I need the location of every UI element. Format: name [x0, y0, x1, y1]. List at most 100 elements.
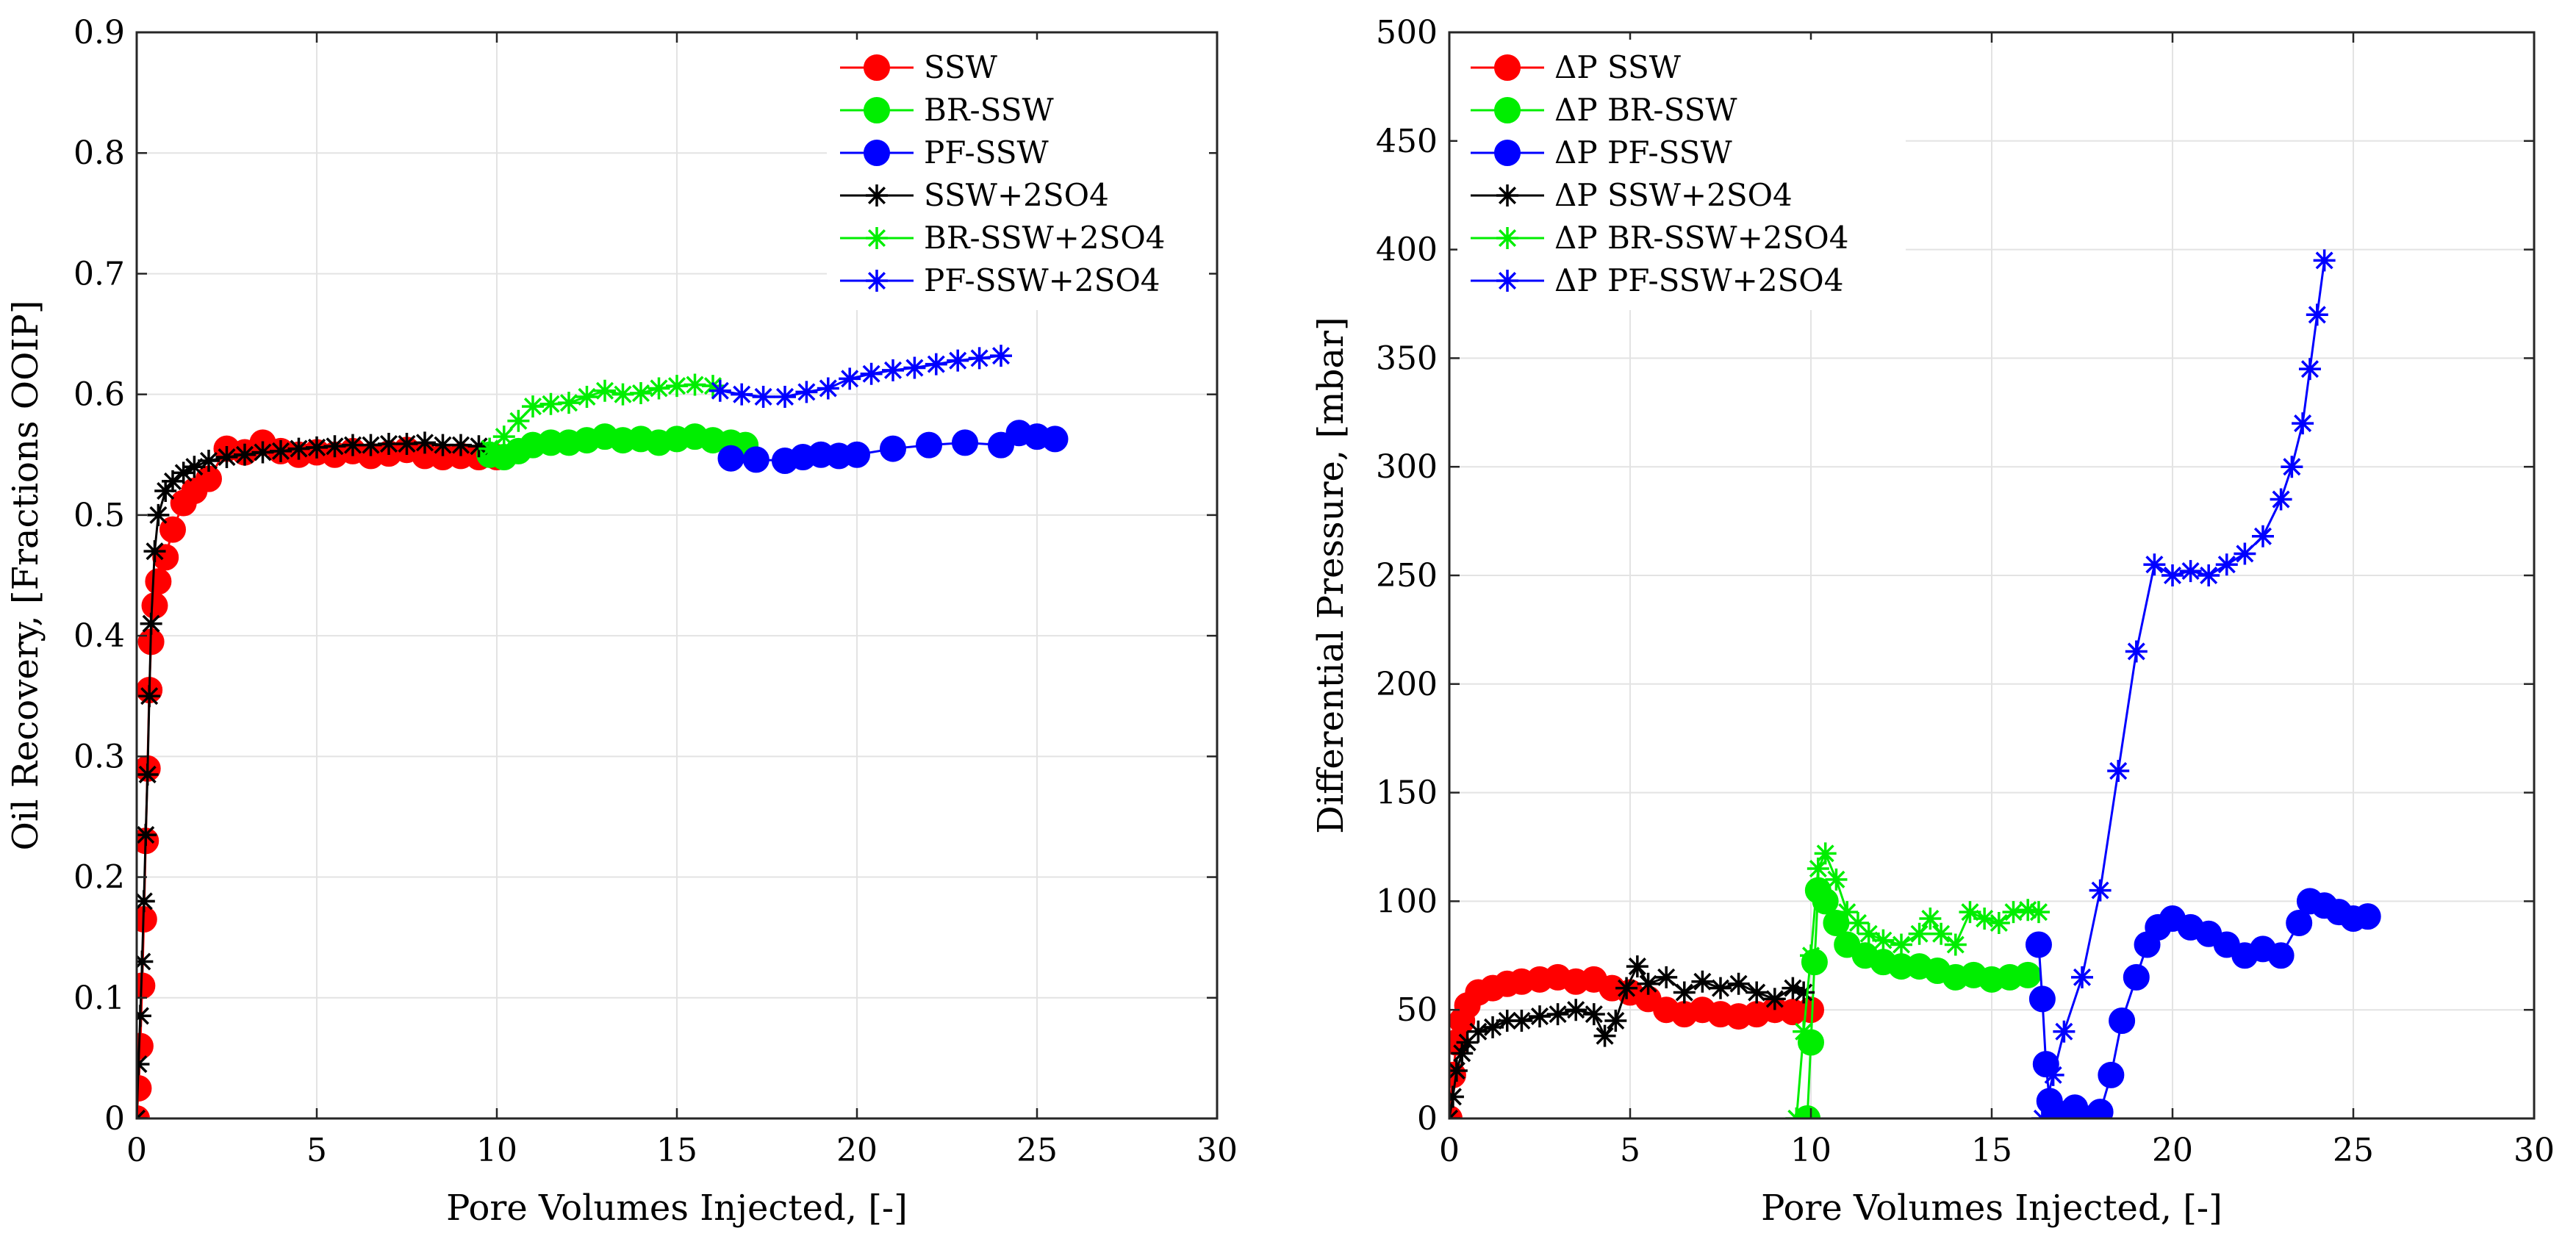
series-4-point [1604, 1009, 1627, 1032]
legend-label: SSW+2SO4 [924, 177, 1109, 213]
series-6-point [2281, 456, 2303, 478]
series-6-point [839, 367, 861, 390]
series-4-point [1763, 988, 1786, 1010]
series-4-point [323, 435, 346, 458]
legend-swatch-marker [866, 184, 888, 206]
series-4-point [1782, 977, 1804, 999]
series-6-point [882, 359, 904, 381]
legend-swatch-marker [1496, 270, 1518, 292]
x-tick-label: 10 [476, 1132, 517, 1169]
series-4-point [359, 434, 382, 456]
series-4-point [1637, 972, 1660, 995]
x-tick-label: 25 [2333, 1132, 2374, 1169]
series-5-point [1793, 1020, 1815, 1043]
series-4-point [1746, 981, 1768, 1004]
series-4-point [147, 503, 170, 526]
y-tick-label: 0.2 [73, 859, 125, 897]
series-6-point [2161, 564, 2184, 586]
series-3-point [2087, 1099, 2114, 1118]
legend-box [1457, 40, 1906, 310]
series-5-point [1807, 858, 1829, 880]
series-6-point [2143, 553, 2166, 576]
series-2-point [1812, 888, 1839, 915]
series-4-point [137, 763, 159, 786]
series-6-point [925, 353, 947, 376]
series-4-point [1727, 972, 1750, 995]
series-4-point [1793, 981, 1815, 1004]
series-5-point [1825, 868, 1848, 891]
y-tick-label: 300 [1376, 448, 1438, 486]
series-5-point [1987, 911, 2010, 934]
x-tick-label: 20 [836, 1132, 878, 1169]
series-4-point [1691, 970, 1714, 993]
y-tick-label: 150 [1376, 775, 1438, 812]
series-4-point [1449, 1059, 1468, 1082]
series-4-point [450, 434, 472, 456]
y-tick-label: 50 [1396, 991, 1438, 1029]
series-6-point [2089, 879, 2112, 902]
series-5-point [1919, 908, 1942, 930]
series-6-point [903, 356, 926, 379]
series-4-point [1456, 1031, 1479, 1054]
series-5-point [1930, 922, 1953, 945]
series-4-point [234, 443, 256, 466]
legend-swatch-marker [864, 54, 890, 81]
series-6-point [990, 345, 1012, 367]
y-tick-label: 450 [1376, 123, 1438, 160]
y-tick-label: 200 [1376, 666, 1438, 703]
series-4-point [1565, 999, 1587, 1021]
legend-label: ΔP PF-SSW [1554, 134, 1732, 170]
series-group [1449, 249, 2381, 1118]
y-axis-title: Differential Pressure, [mbar] [1310, 317, 1352, 833]
series-4-point [1593, 1024, 1616, 1047]
y-axis-title: Oil Recovery, [Fractions OOIP] [5, 301, 46, 851]
series-5-point [1836, 901, 1859, 924]
series-3-point [1041, 425, 1069, 453]
legend: SSW BR-SSW PF-SSW SSW+2SO4 BR-SSW+2SO4 PF-SSW… [827, 40, 1209, 310]
series-5-point [1800, 944, 1822, 967]
series-3-point [742, 446, 769, 473]
series-5-point [1973, 908, 1996, 930]
series-6-point [860, 362, 883, 385]
series-5-point [1908, 922, 1931, 945]
series-4-point [1451, 1042, 1474, 1065]
y-tick-label: 100 [1376, 883, 1438, 920]
series-6-point [2042, 1063, 2064, 1086]
series-5-point [611, 383, 634, 406]
series-6-point [2270, 488, 2292, 511]
legend-label: PF-SSW+2SO4 [924, 262, 1160, 298]
series-4-point [138, 685, 161, 708]
series-6-point [752, 385, 775, 408]
legend-swatch-marker [1494, 140, 1521, 166]
series-5-point [1959, 901, 1981, 924]
series-5-point [702, 375, 724, 398]
series-3-point [2123, 963, 2150, 991]
series-4-point [1673, 981, 1696, 1004]
chart-panel-1: 0 5 10 15 20 25 30 0 0.1 0.2 0.3 0.4 0.5 0.6 0.7 0.8 0.9… [5, 14, 1238, 1229]
series-4-point [215, 446, 238, 469]
series-6-point [947, 349, 969, 372]
series-6-point [795, 381, 818, 403]
chart-panel-2: 0 5 10 15 20 25 300501001502002503003504004505… [1310, 14, 2555, 1229]
series-5-point [492, 425, 515, 448]
series-6-point [968, 347, 991, 370]
legend-box [827, 40, 1209, 310]
y-tick-label: 350 [1376, 340, 1438, 377]
y-tick-label: 0 [1417, 1100, 1438, 1138]
series-3-point [717, 445, 745, 472]
series-6-point [2053, 1020, 2075, 1043]
series-5-point [1846, 911, 1869, 934]
series-5-point [2027, 901, 2050, 924]
x-tick-label: 20 [2152, 1132, 2193, 1169]
y-tick-label: 0.4 [73, 617, 125, 655]
y-tick-label: 0.1 [73, 980, 125, 1017]
series-5-point [478, 437, 501, 460]
legend-label: ΔP PF-SSW+2SO4 [1554, 262, 1843, 298]
legend-swatch-marker [1494, 97, 1521, 123]
legend-swatch-marker [864, 140, 890, 166]
x-tick-label: 30 [2514, 1132, 2555, 1169]
series-4-point [395, 432, 418, 455]
series-3-point [2025, 931, 2052, 958]
series-5-point [1944, 933, 1967, 956]
legend-swatch-marker [866, 227, 888, 249]
